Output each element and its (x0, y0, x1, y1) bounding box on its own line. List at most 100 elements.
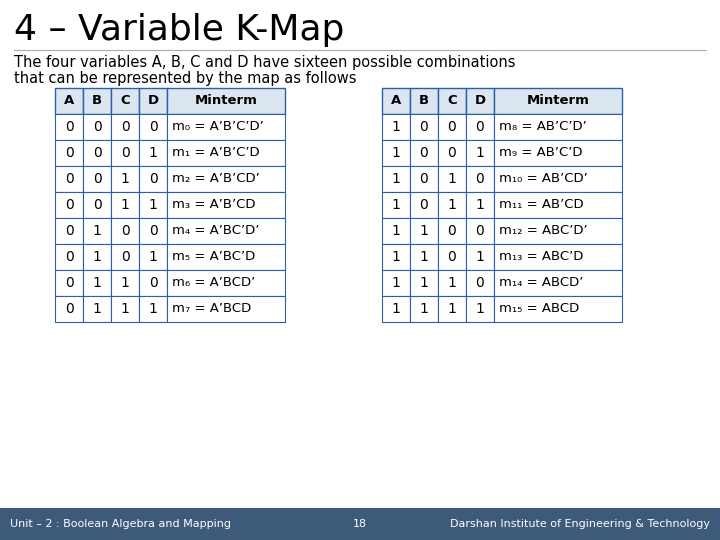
Text: A: A (391, 94, 401, 107)
Bar (382, 140, 410, 166)
Bar (466, 88, 494, 114)
Bar (139, 192, 167, 218)
Text: 0: 0 (65, 302, 73, 316)
Bar (111, 296, 139, 322)
Text: 1: 1 (148, 302, 158, 316)
Text: D: D (474, 94, 485, 107)
Text: 0: 0 (148, 120, 158, 134)
Text: C: C (447, 94, 456, 107)
Text: B: B (419, 94, 429, 107)
Bar (167, 114, 285, 140)
Text: 18: 18 (353, 519, 367, 529)
Text: 0: 0 (65, 276, 73, 290)
Text: 0: 0 (448, 120, 456, 134)
Bar (494, 218, 622, 244)
Text: 0: 0 (65, 198, 73, 212)
Bar (438, 88, 466, 114)
Text: 0: 0 (93, 120, 102, 134)
Bar (139, 114, 167, 140)
Bar (139, 88, 167, 114)
Bar (494, 140, 622, 166)
Bar (466, 244, 494, 270)
Bar (111, 140, 139, 166)
Bar (410, 166, 438, 192)
Text: The four variables A, B, C and D have sixteen possible combinations: The four variables A, B, C and D have si… (14, 55, 516, 70)
Bar (410, 140, 438, 166)
Bar (139, 244, 167, 270)
Text: 0: 0 (476, 120, 485, 134)
Bar (438, 296, 466, 322)
Text: 0: 0 (93, 172, 102, 186)
Text: 1: 1 (93, 276, 102, 290)
Bar (410, 218, 438, 244)
Text: 1: 1 (448, 276, 456, 290)
Bar (111, 244, 139, 270)
Text: 1: 1 (476, 302, 485, 316)
Text: 1: 1 (120, 276, 130, 290)
Text: 1: 1 (448, 198, 456, 212)
Text: C: C (120, 94, 130, 107)
Bar (382, 192, 410, 218)
Text: 1: 1 (420, 250, 428, 264)
Text: 1: 1 (148, 146, 158, 160)
Text: 1: 1 (392, 120, 400, 134)
Bar (167, 270, 285, 296)
Bar (167, 296, 285, 322)
Bar (83, 140, 111, 166)
Text: 0: 0 (121, 224, 130, 238)
Bar (382, 166, 410, 192)
Bar (83, 114, 111, 140)
Text: 1: 1 (392, 302, 400, 316)
Bar (55, 114, 83, 140)
Text: 0: 0 (65, 146, 73, 160)
Text: 0: 0 (448, 146, 456, 160)
Text: 1: 1 (93, 250, 102, 264)
Text: 0: 0 (148, 224, 158, 238)
Text: 1: 1 (476, 250, 485, 264)
Text: B: B (92, 94, 102, 107)
Bar (55, 88, 83, 114)
Text: m₀ = A’B’C’D’: m₀ = A’B’C’D’ (172, 120, 264, 133)
Text: 1: 1 (120, 198, 130, 212)
Bar (382, 270, 410, 296)
Text: 1: 1 (93, 302, 102, 316)
Text: 0: 0 (420, 146, 428, 160)
Text: 1: 1 (392, 146, 400, 160)
Bar (494, 296, 622, 322)
Text: 0: 0 (420, 120, 428, 134)
Bar (494, 114, 622, 140)
Text: 0: 0 (121, 250, 130, 264)
Bar (111, 218, 139, 244)
Bar (382, 296, 410, 322)
Bar (438, 244, 466, 270)
Text: 1: 1 (120, 172, 130, 186)
Bar (410, 88, 438, 114)
Bar (83, 296, 111, 322)
Bar (438, 166, 466, 192)
Text: that can be represented by the map as follows: that can be represented by the map as fo… (14, 71, 356, 86)
Text: Darshan Institute of Engineering & Technology: Darshan Institute of Engineering & Techn… (450, 519, 710, 529)
Bar (466, 140, 494, 166)
Bar (494, 192, 622, 218)
Bar (382, 88, 410, 114)
Bar (55, 270, 83, 296)
Bar (410, 296, 438, 322)
Text: m₅ = A’BC’D: m₅ = A’BC’D (172, 251, 256, 264)
Text: m₆ = A’BCD’: m₆ = A’BCD’ (172, 276, 256, 289)
Text: 4 – Variable K-Map: 4 – Variable K-Map (14, 13, 344, 47)
Bar (382, 218, 410, 244)
Bar (55, 218, 83, 244)
Text: 0: 0 (93, 146, 102, 160)
Text: 1: 1 (93, 224, 102, 238)
Text: m₁₂ = ABC’D’: m₁₂ = ABC’D’ (499, 225, 588, 238)
Bar (111, 88, 139, 114)
Bar (139, 166, 167, 192)
Text: m₁ = A’B’C’D: m₁ = A’B’C’D (172, 146, 260, 159)
Text: Minterm: Minterm (526, 94, 590, 107)
Text: 0: 0 (448, 250, 456, 264)
Text: 0: 0 (476, 276, 485, 290)
Bar (167, 166, 285, 192)
Bar (111, 270, 139, 296)
Bar (410, 192, 438, 218)
Bar (55, 192, 83, 218)
